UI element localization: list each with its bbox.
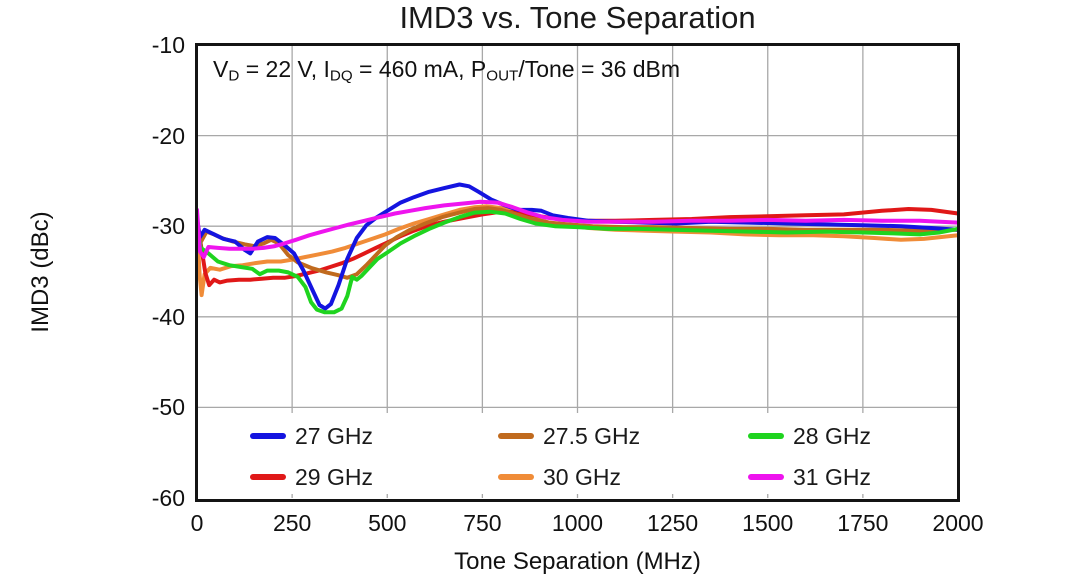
legend-item-27-5-ghz: 27.5 GHz [498, 423, 640, 449]
legend-label: 30 GHz [543, 463, 621, 490]
series-line-31-ghz [195, 199, 960, 259]
chart-title: IMD3 vs. Tone Separation [399, 0, 756, 35]
x-axis-title: Tone Separation (MHz) [454, 548, 701, 575]
chart-legend: 27 GHz 27.5 GHz 28 GHz 29 GHz 30 GHz 31 GHz [238, 413, 906, 494]
x-tick-label: 0 [190, 510, 204, 536]
annotation-text: = 22 V, I [239, 56, 330, 82]
legend-swatch-30-ghz [498, 474, 534, 480]
legend-item-30-ghz: 30 GHz [498, 464, 621, 490]
legend-item-31-ghz: 31 GHz [748, 464, 871, 490]
annotation-subscript: DQ [329, 67, 353, 85]
x-tick-label: 750 [463, 510, 502, 536]
legend-label: 29 GHz [295, 463, 373, 490]
legend-swatch-31-ghz [748, 474, 784, 480]
y-tick-label: -20 [151, 122, 185, 149]
x-tick-label: 1000 [551, 510, 604, 536]
legend-item-28-ghz: 28 GHz [748, 423, 871, 449]
annotation-text: V [213, 56, 229, 82]
series-lines [195, 182, 960, 315]
series-line-30-ghz [195, 204, 960, 298]
y-tick-label: -50 [151, 394, 185, 421]
x-tick-label: 500 [368, 510, 407, 536]
legend-item-29-ghz: 29 GHz [250, 464, 373, 490]
series-line-28-ghz [195, 209, 960, 315]
legend-item-27-ghz: 27 GHz [250, 423, 373, 449]
legend-swatch-28-ghz [748, 433, 784, 439]
y-tick-label: -30 [151, 213, 185, 240]
x-tick-label: 1250 [647, 510, 699, 536]
y-tick-label: -40 [151, 303, 185, 330]
x-tick-label: 250 [272, 510, 312, 536]
legend-label: 27.5 GHz [543, 422, 641, 449]
annotation-text: = 460 mA, P [352, 56, 487, 82]
legend-label: 28 GHz [793, 422, 871, 449]
annotation-subscript: OUT [486, 67, 519, 85]
y-tick-label: -60 [151, 485, 185, 511]
legend-swatch-29-ghz [250, 474, 286, 480]
x-tick-label: 1500 [742, 510, 794, 536]
legend-swatch-27-5-ghz [498, 433, 534, 439]
annotation-subscript: D [228, 67, 240, 85]
legend-label: 31 GHz [793, 463, 871, 490]
test-conditions-label: VD = 22 V, IDQ = 460 mA, POUT/Tone = 36 … [213, 56, 680, 84]
x-tick-label: 1750 [837, 510, 889, 536]
legend-label: 27 GHz [295, 422, 373, 449]
legend-swatch-27-ghz [250, 433, 286, 439]
annotation-text: /Tone = 36 dBm [518, 56, 681, 82]
x-tick-label: 2000 [932, 510, 984, 536]
series-line-27-ghz [195, 182, 960, 311]
gridlines [197, 45, 958, 498]
y-tick-label: -10 [151, 32, 185, 58]
